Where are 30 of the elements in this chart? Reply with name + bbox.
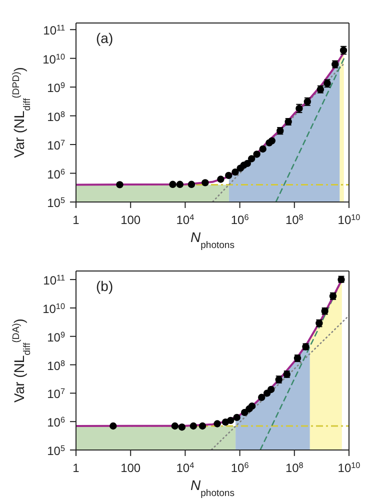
y-tick-label: 10$^{11}$ xyxy=(43,273,66,288)
x-tick-label: 10$^{4}$ xyxy=(176,212,195,227)
x-axis-title: N$_{photons}$ xyxy=(190,477,235,498)
x-tick-label: 10$^{6}$ xyxy=(230,212,250,227)
y-tick-label: 10$^{10}$ xyxy=(42,301,66,316)
x-tick-label: 10$^{6}$ xyxy=(230,460,250,475)
y-tick-label: 10$^{8}$ xyxy=(47,109,66,124)
y-tick-label: 10$^{10}$ xyxy=(42,52,66,66)
y-tick-label: 10$^{11}$ xyxy=(43,23,66,38)
x-tick-label: 10$^{10}$ xyxy=(338,212,361,227)
y-tick-label: 10$^{6}$ xyxy=(47,415,66,430)
x-tick-label: 10$^{4}$ xyxy=(176,460,195,475)
y-tick-label: 10$^{5}$ xyxy=(47,196,66,210)
y-tick-label: 10$^{6}$ xyxy=(47,166,66,182)
x-tick-label: 1 xyxy=(72,461,80,475)
y-tick-label: 10$^{9}$ xyxy=(47,80,66,96)
y-tick-label: 10$^{8}$ xyxy=(47,358,66,373)
x-axis-title: N$_{photons}$ xyxy=(190,229,235,250)
y-tick-label: 10$^{5}$ xyxy=(47,444,66,458)
x-tick-label: 100 xyxy=(120,461,141,475)
x-tick-label: 10$^{10}$ xyxy=(338,460,361,475)
text: (a) xyxy=(96,30,114,46)
text: (b) xyxy=(96,278,114,294)
x-tick-label: 10$^{8}$ xyxy=(285,212,304,227)
y-tick-label: 10$^{7}$ xyxy=(47,138,66,153)
y-tick-label: 10$^{7}$ xyxy=(47,386,66,402)
x-tick-label: 100 xyxy=(120,213,141,227)
x-tick-label: 1 xyxy=(72,213,80,227)
y-tick-label: 10$^{9}$ xyxy=(47,330,66,344)
x-tick-label: 10$^{8}$ xyxy=(285,460,304,475)
